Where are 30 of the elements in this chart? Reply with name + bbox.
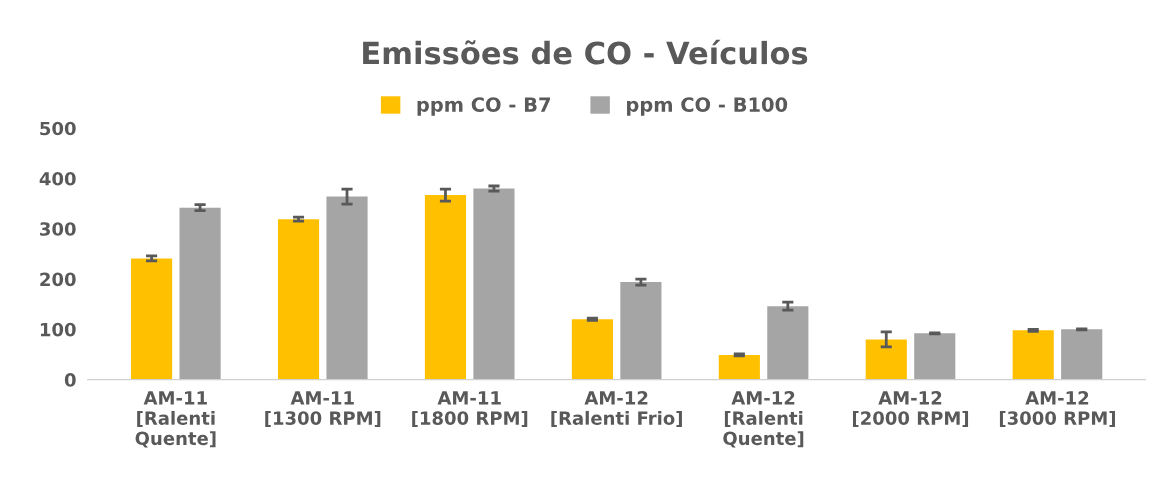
- x-tick-label: AM-11 [1300 RPM]: [265, 391, 381, 428]
- y-tick-label: 400: [39, 171, 76, 186]
- y-tick-label: 300: [40, 222, 76, 236]
- x-tick-label: AM-12 [3000 RPM]: [999, 391, 1115, 428]
- bar: [473, 188, 515, 380]
- y-tick-label: 500: [40, 121, 76, 136]
- chart-title: Emissões de CO - Veículos: [363, 39, 808, 65]
- bar: [179, 207, 221, 380]
- x-tick-label: AM-12 [Ralenti Quente]: [723, 391, 804, 448]
- bar: [1012, 330, 1054, 380]
- y-tick-label: 0: [64, 373, 76, 387]
- y-tick-label: 200: [40, 272, 76, 287]
- x-tick-label: AM-11 [Ralenti Quente]: [135, 391, 216, 448]
- bar: [277, 219, 320, 380]
- bar: [424, 195, 467, 380]
- bar: [571, 319, 613, 380]
- bar: [326, 196, 368, 380]
- bar: [914, 333, 956, 380]
- x-tick-label: AM-12 [2000 RPM]: [853, 391, 969, 428]
- legend-label: ppm CO - B7: [417, 97, 550, 116]
- bar: [865, 339, 907, 380]
- bar: [767, 306, 809, 380]
- legend-label: ppm CO - B100: [627, 97, 788, 116]
- x-tick-label: AM-11 [1800 RPM]: [412, 391, 528, 428]
- bar: [620, 282, 662, 380]
- x-tick-label: AM-12 [Ralenti Frio]: [551, 391, 682, 428]
- y-tick-label: 100: [40, 322, 76, 337]
- bar: [718, 354, 760, 380]
- bar: [1061, 329, 1103, 380]
- bar: [131, 258, 173, 380]
